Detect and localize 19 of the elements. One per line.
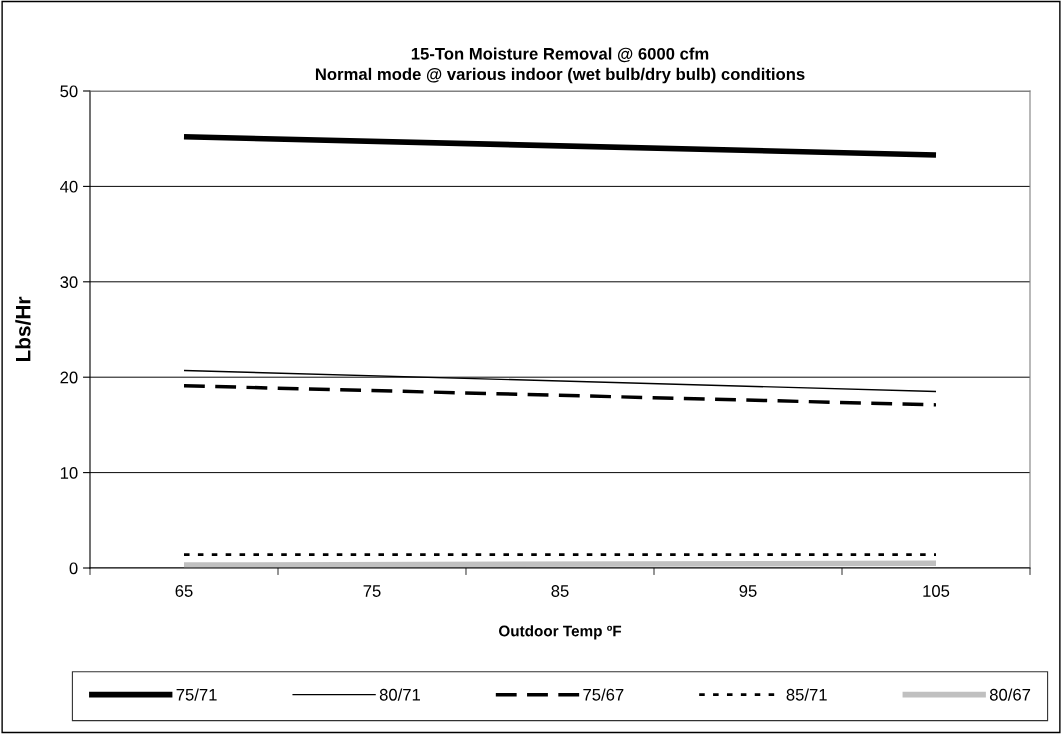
legend-label: 75/71 bbox=[176, 688, 217, 701]
x-tick-label: 65 bbox=[175, 585, 193, 597]
y-tick-label: 0 bbox=[69, 562, 78, 575]
x-tick-label: 105 bbox=[923, 585, 950, 597]
y-tick-label: 10 bbox=[60, 467, 78, 479]
legend-label: 80/67 bbox=[989, 688, 1031, 701]
y-tick-label: 20 bbox=[60, 371, 78, 384]
legend-label: 85/71 bbox=[786, 688, 827, 701]
chart-title: 15-Ton Moisture Removal @ 6000 cfm Normal mode @ various indoor (wet bulb/dry bulb) conditions bbox=[315, 47, 805, 84]
x-tick-label: 95 bbox=[739, 585, 757, 597]
x-tick-label: 85 bbox=[551, 585, 569, 597]
x-axis-title: Outdoor Temp ºF bbox=[499, 625, 622, 640]
y-axis-title: Lbs/Hr bbox=[15, 296, 31, 362]
x-tick-label: 75 bbox=[363, 585, 381, 597]
legend-label: 75/67 bbox=[583, 688, 624, 701]
y-tick-label: 50 bbox=[60, 85, 78, 98]
y-tick-label: 30 bbox=[60, 276, 78, 288]
y-tick-label: 40 bbox=[60, 180, 78, 193]
legend-label: 80/71 bbox=[379, 688, 421, 701]
